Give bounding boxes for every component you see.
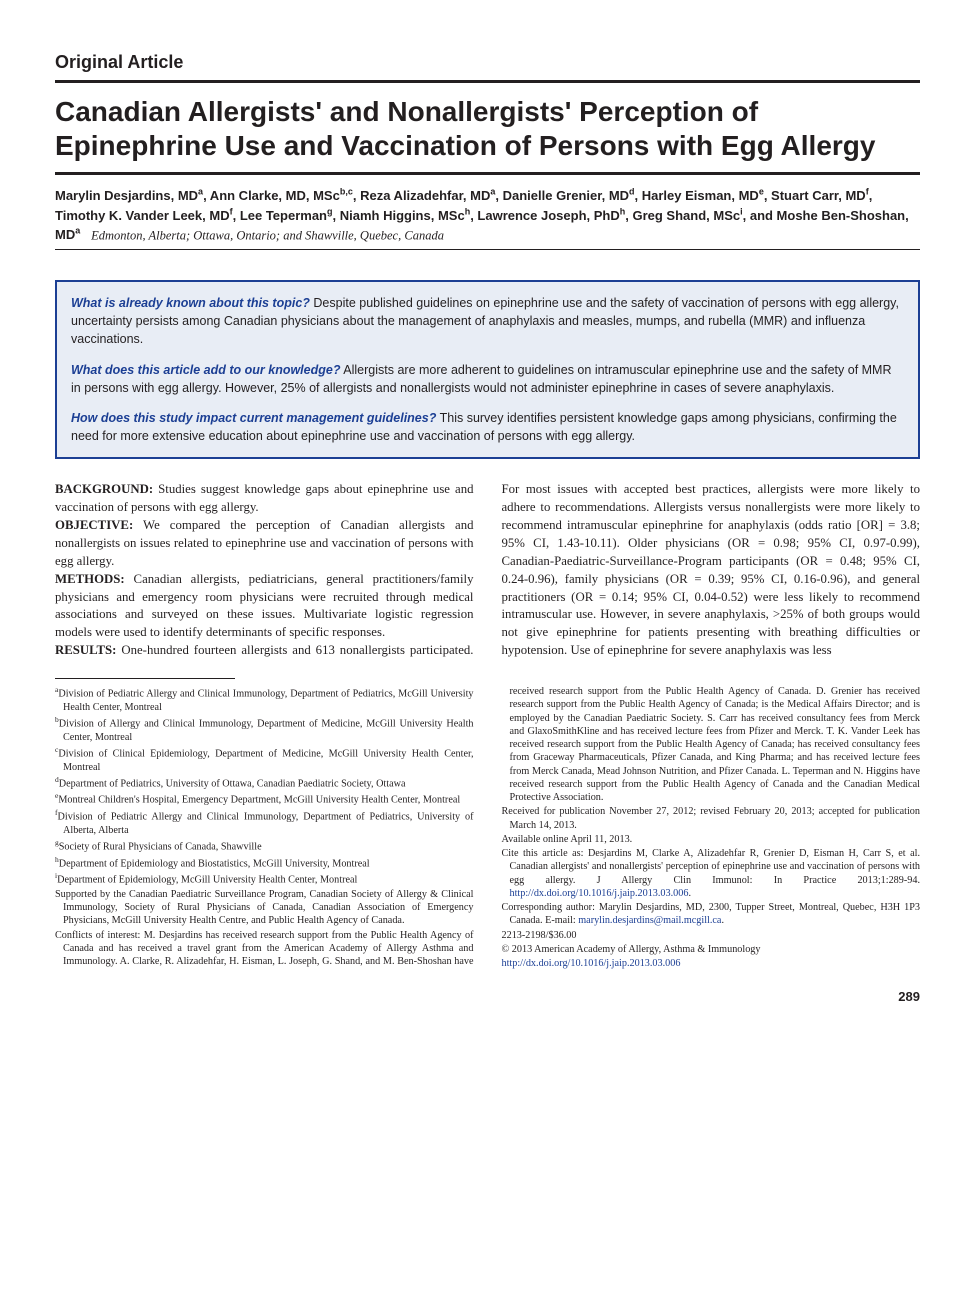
highlight-3-question: How does this study impact current manag… xyxy=(71,411,436,425)
results-label: RESULTS: xyxy=(55,643,116,657)
footnotes-block: aDivision of Pediatric Allergy and Clini… xyxy=(55,685,920,970)
highlight-2-question: What does this article add to our knowle… xyxy=(71,363,340,377)
highlight-3: How does this study impact current manag… xyxy=(71,409,904,445)
page-number: 289 xyxy=(55,988,920,1006)
article-title: Canadian Allergists' and Nonallergists' … xyxy=(55,95,920,162)
highlight-1-question: What is already known about this topic? xyxy=(71,296,310,310)
objective-label: OBJECTIVE: xyxy=(55,518,133,532)
footnote-rule xyxy=(55,678,235,679)
highlight-1: What is already known about this topic? … xyxy=(71,294,904,348)
background-label: BACKGROUND: xyxy=(55,482,153,496)
methods-label: METHODS: xyxy=(55,572,125,586)
abstract-body: BACKGROUND: Studies suggest knowledge ga… xyxy=(55,481,920,660)
highlights-box: What is already known about this topic? … xyxy=(55,280,920,459)
affiliation-locations: Edmonton, Alberta; Ottawa, Ontario; and … xyxy=(91,228,444,242)
rule-top xyxy=(55,80,920,83)
rule-under-authors xyxy=(55,249,920,250)
rule-under-title xyxy=(55,172,920,175)
article-type-label: Original Article xyxy=(55,50,920,74)
highlight-2: What does this article add to our knowle… xyxy=(71,361,904,397)
corresponding-email-link[interactable]: marylin.desjardins@mail.mcgill.ca xyxy=(578,915,721,926)
author-list: Marylin Desjardins, MDa, Ann Clarke, MD,… xyxy=(55,185,920,245)
article-doi-link[interactable]: http://dx.doi.org/10.1016/j.jaip.2013.03… xyxy=(502,958,681,969)
cite-doi-link[interactable]: http://dx.doi.org/10.1016/j.jaip.2013.03… xyxy=(510,888,689,899)
